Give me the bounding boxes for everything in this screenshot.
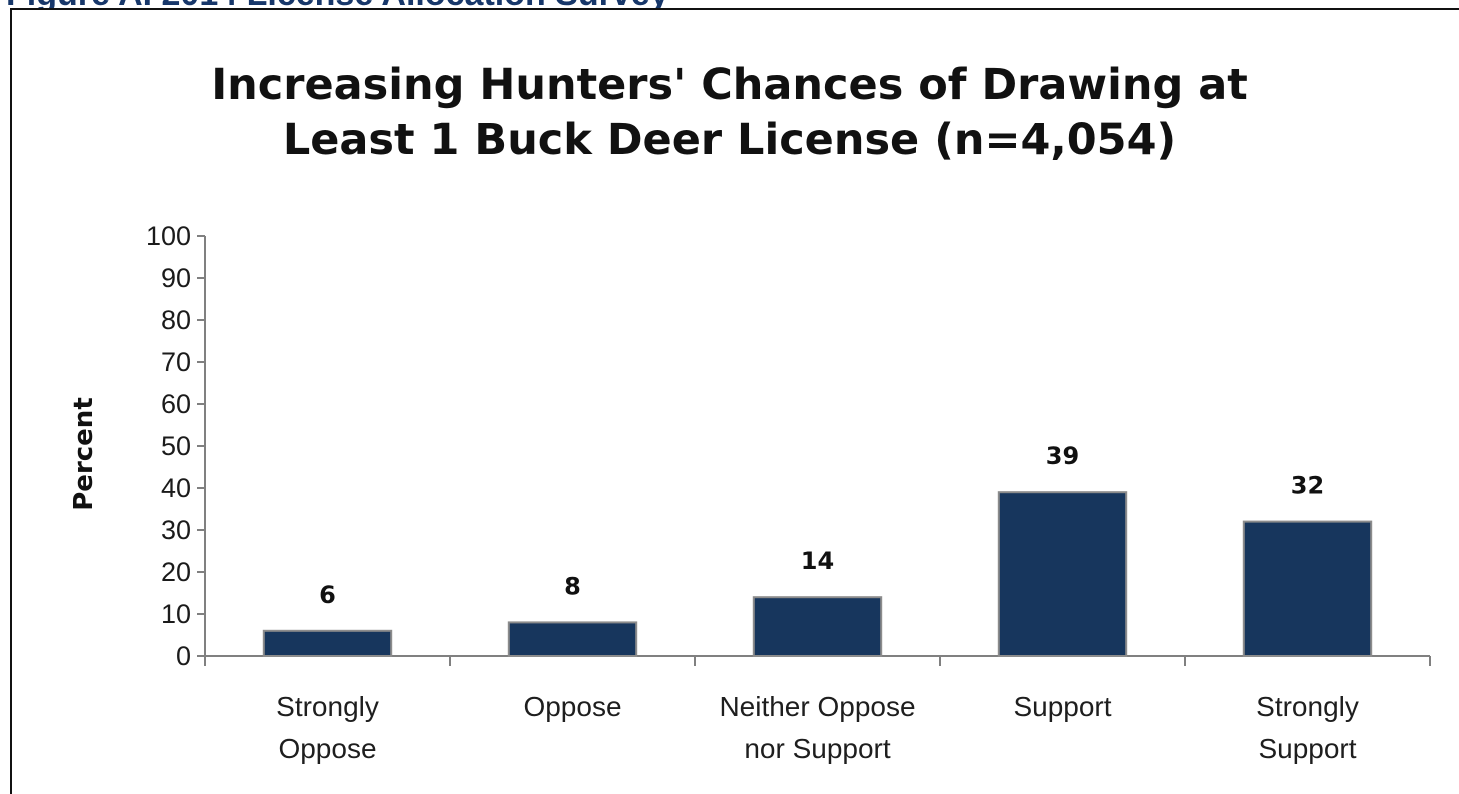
y-tick-label: 40 <box>161 473 191 503</box>
category-label-3: Neither Oppose <box>719 691 915 722</box>
category-label-5: Support <box>1258 733 1356 764</box>
category-label-1: Strongly <box>276 691 379 722</box>
bar-1 <box>262 629 393 657</box>
chart-title: Increasing Hunters' Chances of Drawing a… <box>211 60 1248 165</box>
y-tick-label: 80 <box>161 305 191 335</box>
y-tick-label: 10 <box>161 599 191 629</box>
category-label-5: Strongly <box>1256 691 1359 722</box>
y-tick-label: 90 <box>161 263 191 293</box>
y-tick-label: 50 <box>161 431 191 461</box>
y-tick-label: 20 <box>161 557 191 587</box>
bar-2 <box>507 621 638 658</box>
bar-4 <box>997 491 1128 658</box>
y-tick-label: 30 <box>161 515 191 545</box>
data-label-2: 8 <box>564 572 581 600</box>
category-label-3: nor Support <box>744 733 891 764</box>
y-axis-title: Percent <box>69 397 99 511</box>
y-tick-label: 70 <box>161 347 191 377</box>
bar-3 <box>752 596 883 658</box>
category-label-1: Oppose <box>278 733 376 764</box>
bar-5 <box>1242 520 1373 657</box>
y-tick-label: 0 <box>176 641 191 671</box>
data-label-5: 32 <box>1291 472 1324 500</box>
chart-frame <box>10 8 1459 794</box>
category-label-4: Support <box>1013 691 1111 722</box>
y-tick-label: 60 <box>161 389 191 419</box>
data-label-3: 14 <box>801 547 834 575</box>
category-label-2: Oppose <box>523 691 621 722</box>
figure-caption: Figure A. 2014 License Allocation Survey <box>0 0 1459 8</box>
data-label-1: 6 <box>319 581 336 609</box>
y-tick-label: 100 <box>146 221 191 251</box>
data-label-4: 39 <box>1046 442 1079 470</box>
plot-area: 0 10 20 30 40 50 60 70 80 90 100 Percent 6 Strongly Op… <box>69 221 1431 764</box>
